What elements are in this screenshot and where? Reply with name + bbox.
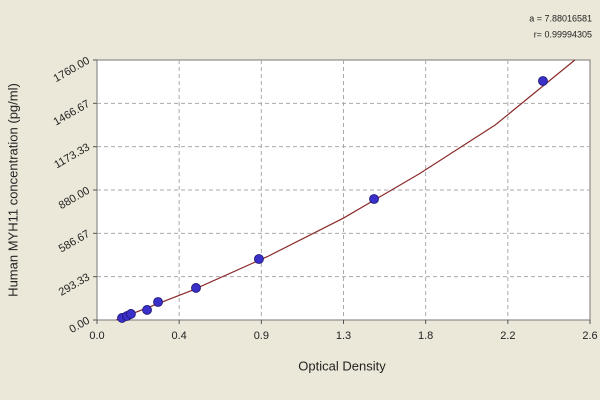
y-tick-label: 586.67 [57, 228, 92, 255]
x-tick-label: 0.9 [254, 330, 269, 342]
annotation: r= 0.99994305 [534, 29, 592, 39]
x-axis-label: Optical Density [298, 358, 386, 373]
annotation: a = 7.88016581 [529, 13, 592, 23]
data-point [254, 254, 264, 264]
y-tick-label: 880.00 [57, 185, 92, 212]
x-tick-label: 2.6 [582, 330, 597, 342]
y-tick-label: 1173.33 [52, 141, 92, 171]
x-tick-label: 2.2 [500, 330, 515, 342]
y-tick-label: 293.33 [57, 271, 92, 298]
data-point [538, 76, 548, 86]
x-tick-label: 0.4 [172, 330, 187, 342]
y-axis-label: Human MYH11 concentration (pg/ml) [5, 83, 20, 297]
y-tick-label: 0.00 [67, 315, 92, 336]
y-tick-label: 1466.67 [52, 98, 92, 128]
data-point [369, 194, 379, 204]
x-tick-label: 0.0 [89, 330, 104, 342]
data-point [142, 305, 152, 315]
data-point [191, 283, 201, 293]
x-tick-label: 1.3 [336, 330, 351, 342]
data-point [153, 297, 163, 307]
x-tick-label: 1.8 [418, 330, 433, 342]
data-point [126, 309, 136, 319]
y-tick-label: 1760.00 [52, 55, 92, 85]
